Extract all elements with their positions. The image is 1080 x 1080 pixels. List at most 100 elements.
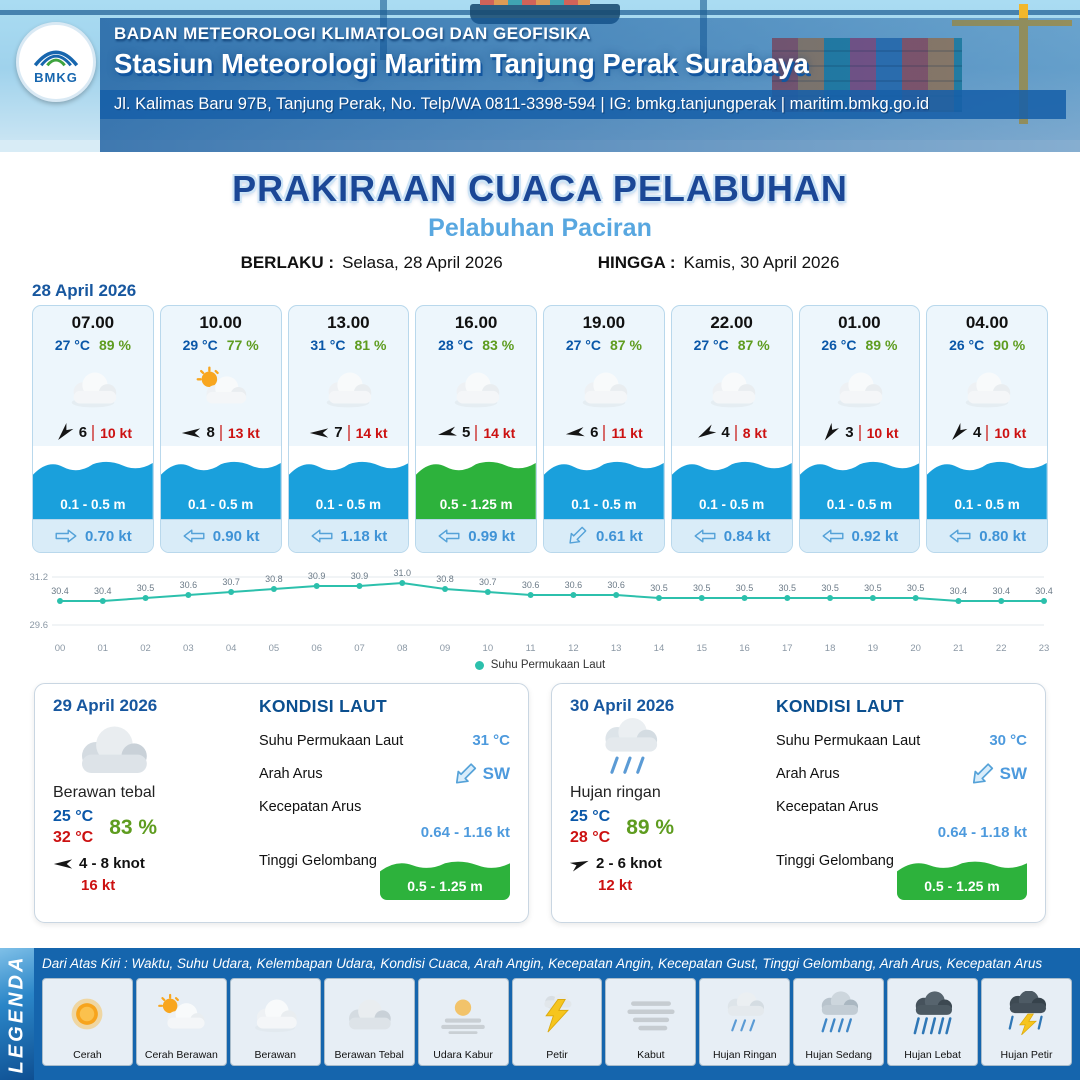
- svg-text:30.7: 30.7: [222, 577, 240, 587]
- wave-shape-icon: [380, 861, 510, 900]
- wave-height-panel: 0.1 - 0.5 m: [671, 446, 792, 519]
- current-panel: 0.70 kt: [33, 519, 153, 552]
- svg-text:30.9: 30.9: [308, 571, 326, 581]
- hingga-label: HINGGA :: [597, 253, 676, 272]
- wind-direction-icon: [436, 424, 458, 442]
- weather-icon: [810, 991, 868, 1037]
- current-speed-value: 0.64 - 1.18 kt: [937, 824, 1027, 841]
- temp-min: 25 °C: [570, 808, 611, 825]
- card-humidity: 87 %: [737, 337, 770, 353]
- wave-height-label: Tinggi Gelombang: [258, 853, 377, 869]
- legend-item-label: Kabut: [637, 1049, 665, 1061]
- svg-text:22: 22: [996, 643, 1007, 654]
- forecast-card: 01.00 26 °C 89 % 3 10 kt 0.1 - 0.5 m 0.92 …: [798, 305, 921, 553]
- wave-height-panel: 0.5 - 1.25 m: [416, 446, 536, 519]
- legend-title: LEGENDA: [5, 954, 28, 1074]
- svg-text:30.4: 30.4: [992, 586, 1010, 596]
- daily-card: 30 April 2026 Hujan ringan 25 °C 28 °C 89…: [551, 683, 1046, 923]
- wave-shape-icon: [160, 461, 281, 519]
- wave-shape-icon: [927, 461, 1047, 519]
- card-humidity: 87 %: [610, 337, 642, 353]
- current-direction-icon: [182, 528, 206, 544]
- card-time: 22.00: [710, 313, 753, 332]
- weather-icon: [65, 718, 161, 780]
- wind-gust: 8 kt: [734, 424, 767, 441]
- card-temp: 31 °C: [310, 337, 346, 353]
- hingga-group: HINGGA : Kamis, 30 April 2026: [598, 253, 840, 273]
- hingga-value: Kamis, 30 April 2026: [683, 253, 840, 272]
- wind-gust: 10 kt: [986, 424, 1026, 441]
- svg-text:21: 21: [953, 643, 964, 654]
- current-direction-icon: [821, 528, 845, 544]
- wave-height-panel: 0.1 - 0.5 m: [160, 446, 281, 519]
- current-panel: 0.99 kt: [416, 519, 536, 552]
- svg-text:18: 18: [825, 643, 836, 654]
- header-text-block: BADAN METEOROLOGI KLIMATOLOGI DAN GEOFIS…: [100, 18, 1080, 152]
- card-time: 10.00: [199, 313, 242, 332]
- station-contact-line: Jl. Kalimas Baru 97B, Tanjung Perak, No.…: [100, 90, 1066, 119]
- svg-text:30.6: 30.6: [607, 580, 625, 590]
- wave-shape-icon: [544, 461, 664, 519]
- sst-chart-section: 31.2 29.6 30.4 00 30.4 01 30.5 02 30.6 03 30.7 04 30…: [24, 561, 1056, 671]
- current-direction-icon: [693, 528, 717, 544]
- agency-name: BADAN METEOROLOGI KLIMATOLOGI DAN GEOFIS…: [114, 24, 592, 43]
- weather-icon: [190, 365, 252, 411]
- svg-text:07: 07: [354, 643, 365, 654]
- current-panel: 0.80 kt: [927, 519, 1047, 552]
- current-speed: 0.90 kt: [212, 527, 260, 545]
- wind-direction-icon: [564, 424, 586, 441]
- weather-icon: [582, 718, 678, 780]
- svg-text:30.9: 30.9: [351, 571, 369, 581]
- weather-icon: [246, 991, 304, 1037]
- weather-icon: [904, 991, 962, 1037]
- forecast-card: 16.00 28 °C 83 % 5 14 kt 0.5 - 1.25 m 0.99…: [415, 305, 537, 553]
- svg-text:30.6: 30.6: [565, 580, 583, 590]
- forecast-date: 28 April 2026: [32, 281, 137, 300]
- legend-item-label: Hujan Lebat: [904, 1049, 961, 1061]
- weather-icon: [701, 365, 763, 411]
- wave-height-value: 0.5 - 1.25 m: [439, 497, 513, 512]
- svg-text:05: 05: [269, 643, 280, 654]
- wave-shape-icon: [897, 861, 1027, 900]
- current-speed: 0.61 kt: [596, 527, 643, 545]
- wind-speed: 3: [845, 424, 854, 441]
- legend-item-label: Hujan Petir: [1000, 1049, 1053, 1061]
- svg-text:30.7: 30.7: [479, 577, 497, 587]
- wind-direction-icon: [309, 426, 329, 440]
- card-temp: 27 °C: [54, 337, 90, 353]
- wave-height-value: 0.5 - 1.25 m: [924, 878, 1000, 894]
- wind-gust: 10 kt: [92, 424, 132, 441]
- svg-text:30.5: 30.5: [736, 583, 754, 593]
- legend-item: Berawan: [229, 978, 321, 1066]
- wind-gust: 13 kt: [219, 424, 260, 441]
- daily-date: 29 April 2026: [53, 696, 158, 715]
- header: BADAN METEOROLOGI KLIMATOLOGI DAN GEOFIS…: [0, 0, 1080, 152]
- wind-direction-icon: [181, 426, 201, 440]
- current-direction-icon: [448, 757, 481, 790]
- card-time: 07.00: [71, 313, 115, 332]
- current-speed-label: Kecepatan Arus: [775, 799, 879, 815]
- legend-item-label: Udara Kabur: [433, 1049, 493, 1061]
- sst-value: 31 °C: [472, 732, 510, 749]
- berlaku-label: BERLAKU :: [240, 253, 335, 272]
- current-speed: 0.92 kt: [851, 527, 899, 545]
- svg-text:30.6: 30.6: [522, 580, 540, 590]
- wind-direction-icon: [946, 420, 970, 444]
- legend-section: LEGENDA Dari Atas Kiri : Waktu, Suhu Uda…: [0, 948, 1080, 1080]
- svg-text:31.0: 31.0: [393, 568, 411, 578]
- current-dir-label: Arah Arus: [775, 766, 840, 782]
- legend-item-label: Hujan Ringan: [712, 1049, 777, 1061]
- legend-item: Berawan Tebal: [323, 978, 415, 1066]
- svg-text:29.6: 29.6: [30, 620, 49, 631]
- card-temp: 29 °C: [182, 337, 218, 353]
- legend-item: Hujan Lebat: [887, 978, 979, 1066]
- legend-item: Hujan Ringan: [699, 978, 791, 1066]
- current-speed: 0.99 kt: [468, 527, 515, 545]
- legend-items: Cerah Cerah Berawan Berawan Berawan Teba…: [42, 978, 1072, 1066]
- legend-item: Hujan Petir: [981, 978, 1072, 1066]
- wind-direction-icon: [819, 420, 842, 444]
- svg-text:30.6: 30.6: [180, 580, 198, 590]
- current-direction-icon: [965, 757, 998, 790]
- weather-icon: [716, 991, 774, 1037]
- legend-main: Dari Atas Kiri : Waktu, Suhu Udara, Kele…: [34, 948, 1080, 1080]
